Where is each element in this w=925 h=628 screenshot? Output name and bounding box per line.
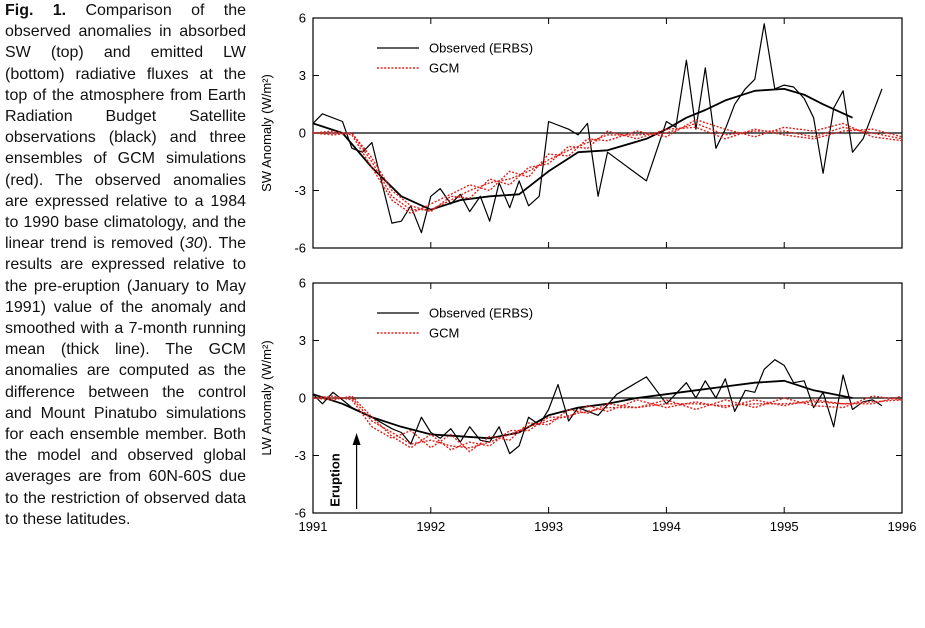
series-line: [312, 88, 853, 211]
figure: -6 -3 0 3 6 SW Anomaly (W/m²) Observed (ERBS) G…: [252, 0, 920, 546]
series-line: [312, 379, 853, 440]
caption: Fig. 1. Comparison of the observed anoma…: [5, 0, 920, 530]
series-line: [312, 118, 903, 215]
y-tick-label: 6: [299, 11, 306, 26]
caption-label: Fig. 1.: [5, 2, 67, 19]
legend-label: GCM: [429, 326, 459, 341]
x-tick-label: 1993: [534, 519, 563, 534]
annotation-label: Eruption: [328, 453, 343, 506]
series-line: [312, 359, 883, 455]
legend-label: Observed (ERBS): [429, 306, 533, 321]
legend-label: Observed (ERBS): [429, 41, 533, 56]
y-tick-label: -6: [294, 506, 306, 521]
series-line: [312, 126, 903, 213]
series-line: [313, 397, 903, 449]
x-tick-label: 1994: [652, 519, 681, 534]
x-tick-label: 1991: [299, 519, 328, 534]
y-tick-label: 6: [299, 276, 306, 291]
y-tick-label: 0: [299, 126, 306, 141]
y-tick-label: -6: [294, 241, 306, 256]
series-line: [312, 395, 903, 453]
citation: 30: [184, 235, 203, 253]
y-tick-label: 0: [299, 391, 306, 406]
x-tick-label: 1992: [416, 519, 445, 534]
caption-text: Comparison of the observed anomalies in …: [5, 2, 246, 253]
x-tick-label: 1995: [770, 519, 799, 534]
caption-text: ). The results are expressed relative to…: [5, 235, 247, 528]
x-tick-label: 1996: [888, 519, 917, 534]
y-tick-label: -3: [294, 448, 306, 463]
arrow-head: [352, 433, 361, 445]
figure-chart: -6 -3 0 3 6 SW Anomaly (W/m²) Observed (ERBS) G…: [259, 11, 917, 535]
y-tick-label: -3: [294, 183, 306, 198]
legend-label: GCM: [429, 61, 459, 76]
y-axis-label: SW Anomaly (W/m²): [259, 74, 274, 192]
y-tick-label: 3: [299, 333, 306, 348]
y-axis-label: LW Anomaly (W/m²): [259, 340, 274, 455]
y-tick-label: 3: [299, 68, 306, 83]
